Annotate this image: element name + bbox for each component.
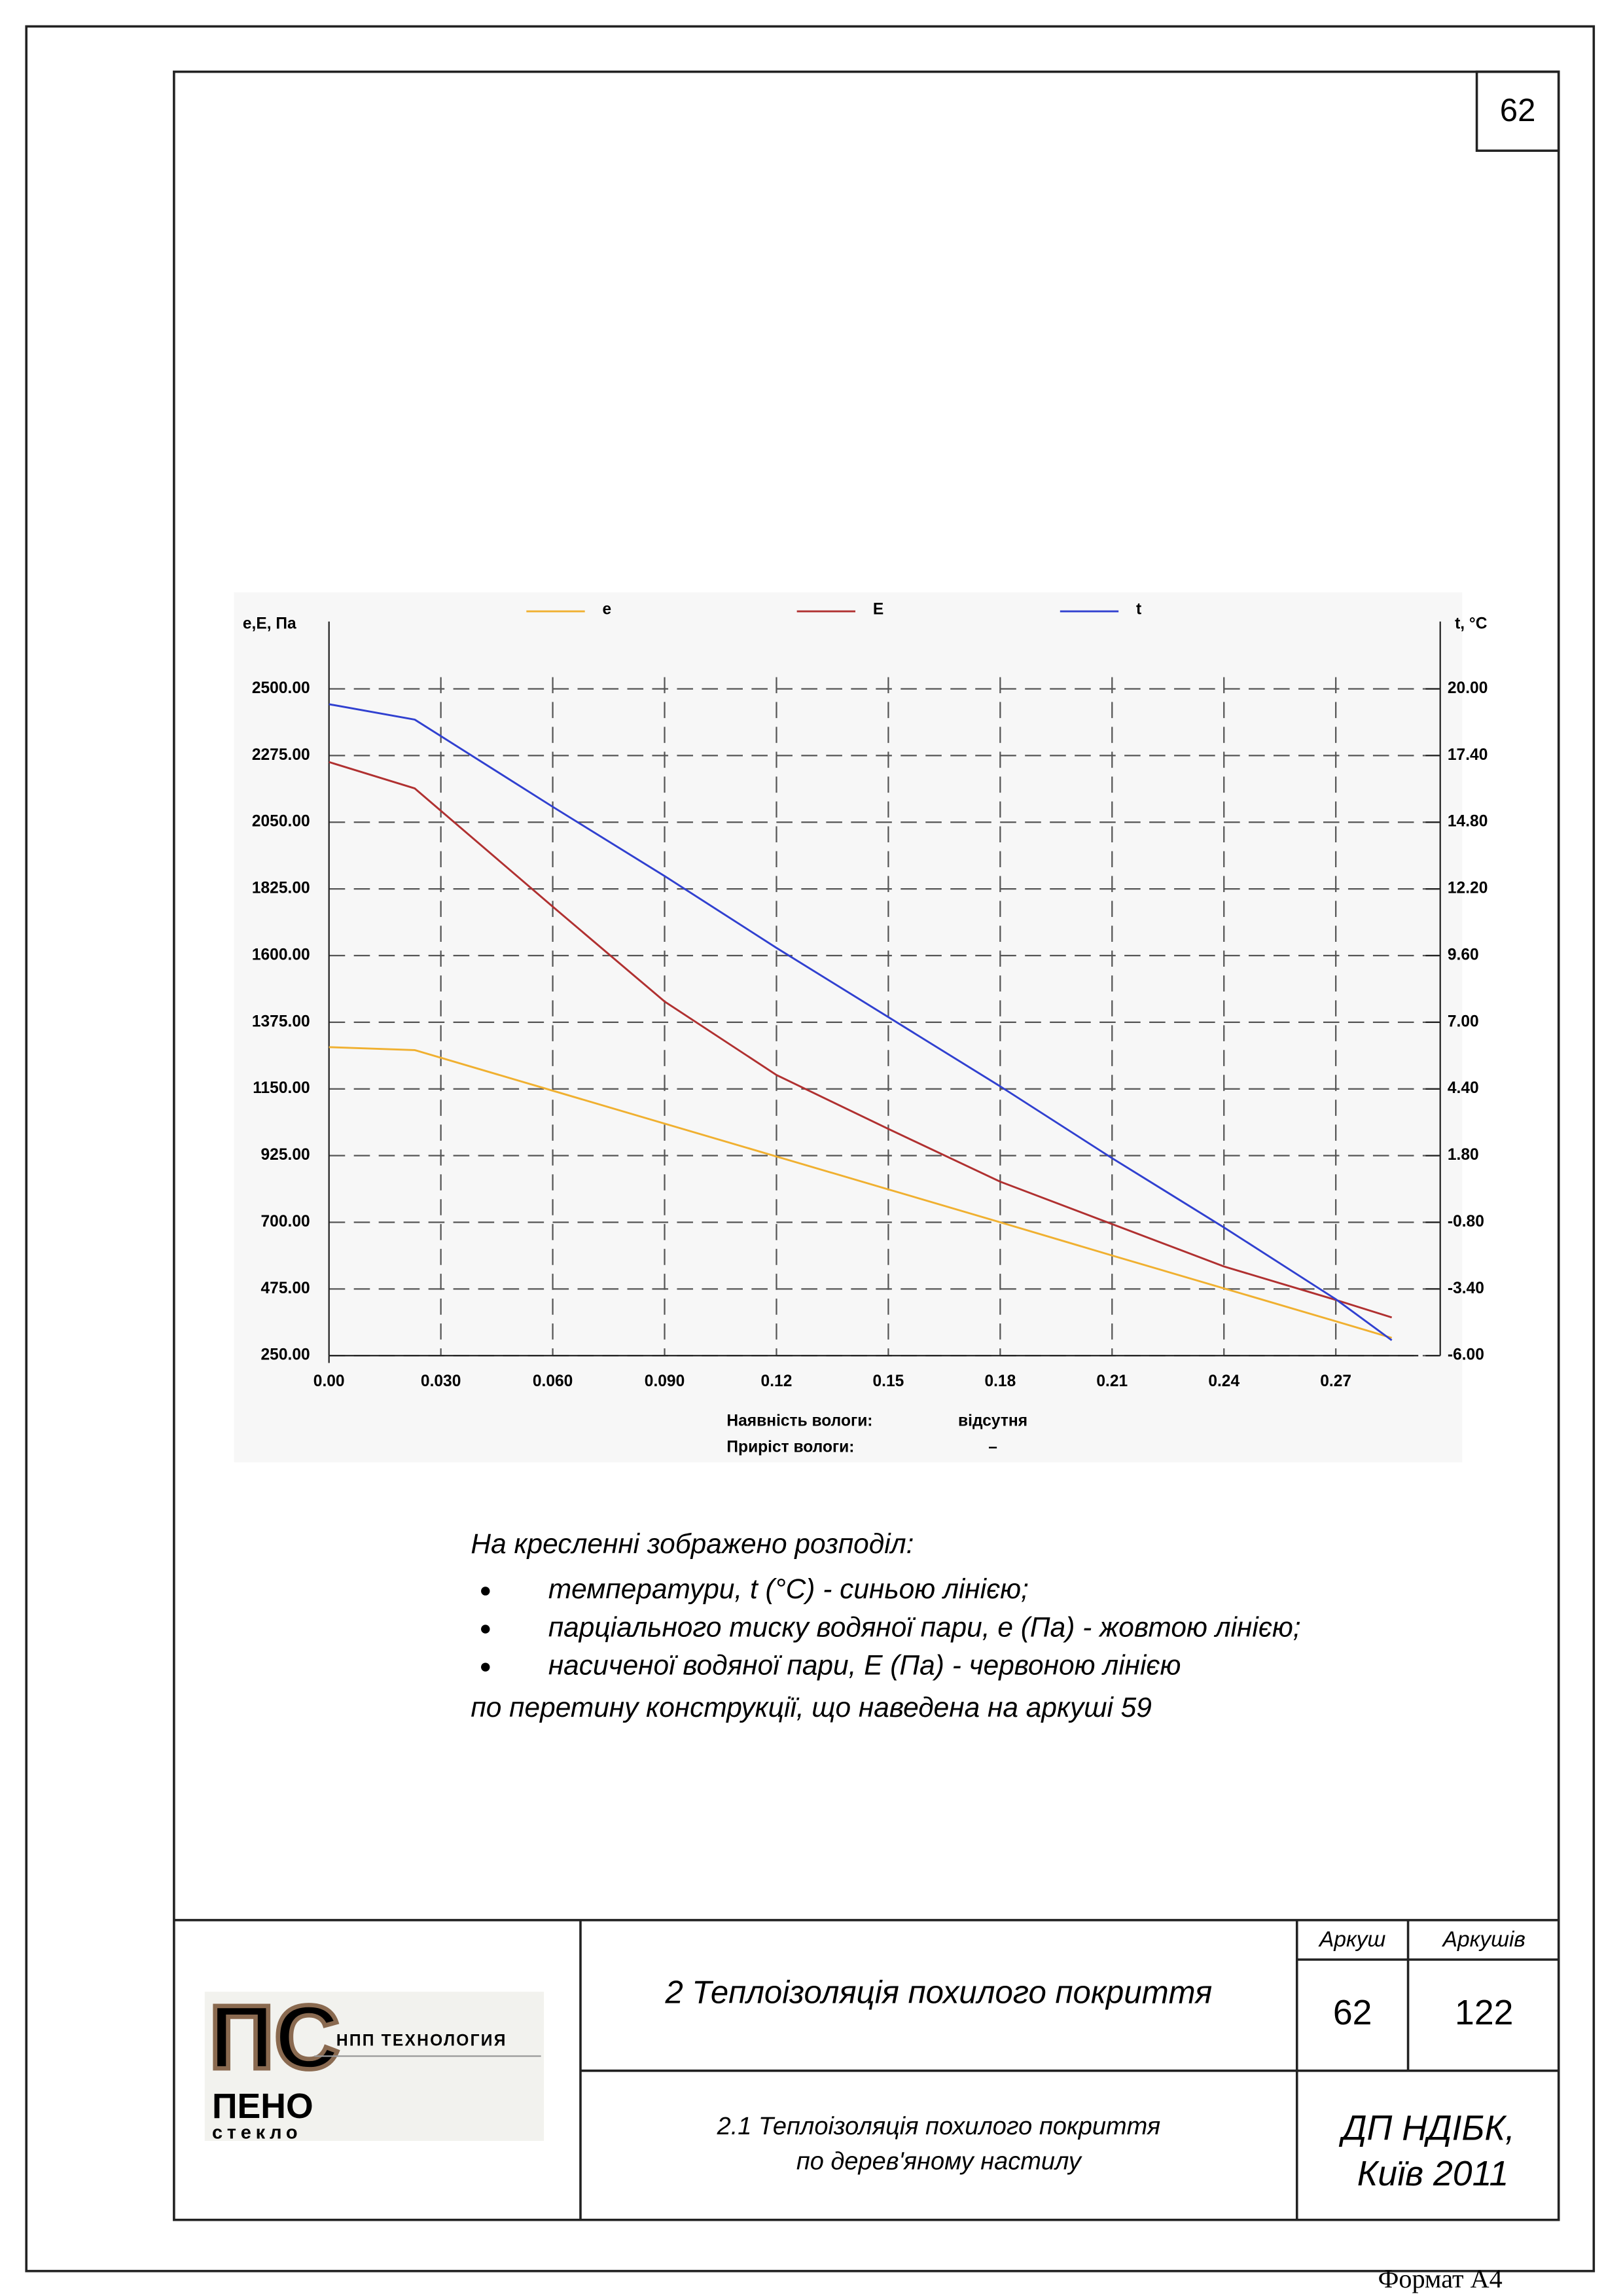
series-line xyxy=(329,703,1393,1341)
caption-intro: На кресленні зображено розподіл: xyxy=(471,1528,914,1559)
org: Київ 2011 xyxy=(1357,2154,1508,2193)
block-subtitle: 2.1 Теплоізоляція похилого покриття xyxy=(717,2113,1160,2140)
y-axis-label: e,E, Па xyxy=(243,615,296,633)
series-line xyxy=(329,761,1393,1319)
bullet xyxy=(481,1624,490,1634)
y2-tick-label: 9.60 xyxy=(1448,946,1479,963)
x-tick-label: 0.030 xyxy=(421,1372,461,1390)
x-tick-label: 0.21 xyxy=(1096,1372,1128,1390)
x-tick-label: 0.24 xyxy=(1208,1372,1240,1390)
bullet xyxy=(481,1662,490,1672)
chart: 250.00 475.00 700.00 925.00 1150.00 1375.00 16… xyxy=(243,600,1488,1456)
y2-tick-label: 4.40 xyxy=(1448,1079,1479,1097)
y2-tick-label: 20.00 xyxy=(1448,679,1488,697)
logo-brand: ПЕНО xyxy=(212,2087,313,2126)
logo-company: НПП ТЕХНОЛОГИЯ xyxy=(336,2032,507,2050)
sheets: 122 xyxy=(1455,1993,1513,2032)
sheets-label: Аркушів xyxy=(1442,1928,1525,1952)
y-tick-label: 700.00 xyxy=(261,1213,310,1230)
legend-label: E xyxy=(873,600,883,618)
y2-axis-label: t, °C xyxy=(1455,615,1488,633)
org: ДП НДІБК, xyxy=(1339,2109,1515,2148)
legend-label: t xyxy=(1136,600,1141,618)
y-tick-label: 1150.00 xyxy=(253,1079,310,1097)
x-tick-label: 0.15 xyxy=(873,1372,904,1390)
title-block: Аркуш Аркушів 62 122 2 Теплоізоляція пох… xyxy=(173,1918,1559,2220)
sheet: 62 xyxy=(1333,1993,1372,2032)
inner-frame xyxy=(173,70,1560,2221)
bullet xyxy=(481,1587,490,1596)
y2-tick-label: -0.80 xyxy=(1448,1213,1484,1230)
y-tick-label: 925.00 xyxy=(261,1146,310,1164)
page-number-box xyxy=(1475,70,1560,152)
x-tick-label: 0.18 xyxy=(984,1372,1016,1390)
x-tick-label: 0.060 xyxy=(533,1372,573,1390)
caption-item: парціального тиску водяної пари, е (Па) … xyxy=(548,1611,1301,1642)
y2-tick-label: 7.00 xyxy=(1448,1013,1479,1030)
series-line xyxy=(329,1046,1393,1339)
logo-background xyxy=(204,1992,544,2142)
caption-item: температури, t (°C) - синьою лінією; xyxy=(548,1573,1029,1604)
legend-label: e xyxy=(603,600,612,618)
note-value: – xyxy=(988,1439,997,1456)
y-tick-label: 475.00 xyxy=(261,1280,310,1297)
format: Формат А4 xyxy=(1378,2264,1503,2293)
y-tick-label: 1600.00 xyxy=(252,946,310,963)
logo-brand-sub: стекло xyxy=(212,2123,302,2144)
caption-item: насиченої водяної пари, Е (Па) - червоно… xyxy=(548,1649,1181,1680)
sheet-label: Аркуш xyxy=(1318,1928,1386,1952)
note-label: Приріст вологи: xyxy=(726,1439,854,1456)
caption: На кресленні зображено розподіл: темпера… xyxy=(471,1528,1300,1723)
note-label: Наявність вологи: xyxy=(726,1412,872,1429)
x-tick-label: 0.12 xyxy=(761,1372,793,1390)
block-subtitle: по дерев'яному настилу xyxy=(796,2148,1082,2176)
y-tick-label: 2500.00 xyxy=(252,679,310,697)
logo: ПС НПП ТЕХНОЛОГИЯ ПЕНО стекло xyxy=(204,1985,544,2144)
y-tick-label: 2050.00 xyxy=(252,813,310,831)
x-tick-label: 0.090 xyxy=(645,1372,685,1390)
y2-tick-label: 14.80 xyxy=(1448,813,1488,831)
page-number: 62 xyxy=(1500,93,1536,128)
y2-tick-label: -6.00 xyxy=(1448,1346,1484,1364)
y2-tick-label: 17.40 xyxy=(1448,746,1488,764)
y-tick-label: 1825.00 xyxy=(252,880,310,897)
y2-tick-label: 1.80 xyxy=(1448,1146,1479,1164)
y-tick-label: 1375.00 xyxy=(252,1013,310,1030)
block-title: 2 Теплоізоляція похилого покриття xyxy=(664,1975,1212,2011)
logo-mark: ПС xyxy=(209,1987,340,2088)
note-value: відсутня xyxy=(958,1412,1027,1429)
y2-tick-label: -3.40 xyxy=(1448,1280,1484,1297)
x-tick-label: 0.27 xyxy=(1320,1372,1351,1390)
chart-background xyxy=(234,592,1463,1463)
caption-outro: по перетину конструкції, що наведена на … xyxy=(471,1692,1151,1723)
y2-tick-label: 12.20 xyxy=(1448,880,1488,897)
y-tick-label: 2275.00 xyxy=(252,746,310,764)
outer-border xyxy=(25,25,1596,2272)
y-tick-label: 250.00 xyxy=(261,1346,310,1364)
x-tick-label: 0.00 xyxy=(313,1372,345,1390)
